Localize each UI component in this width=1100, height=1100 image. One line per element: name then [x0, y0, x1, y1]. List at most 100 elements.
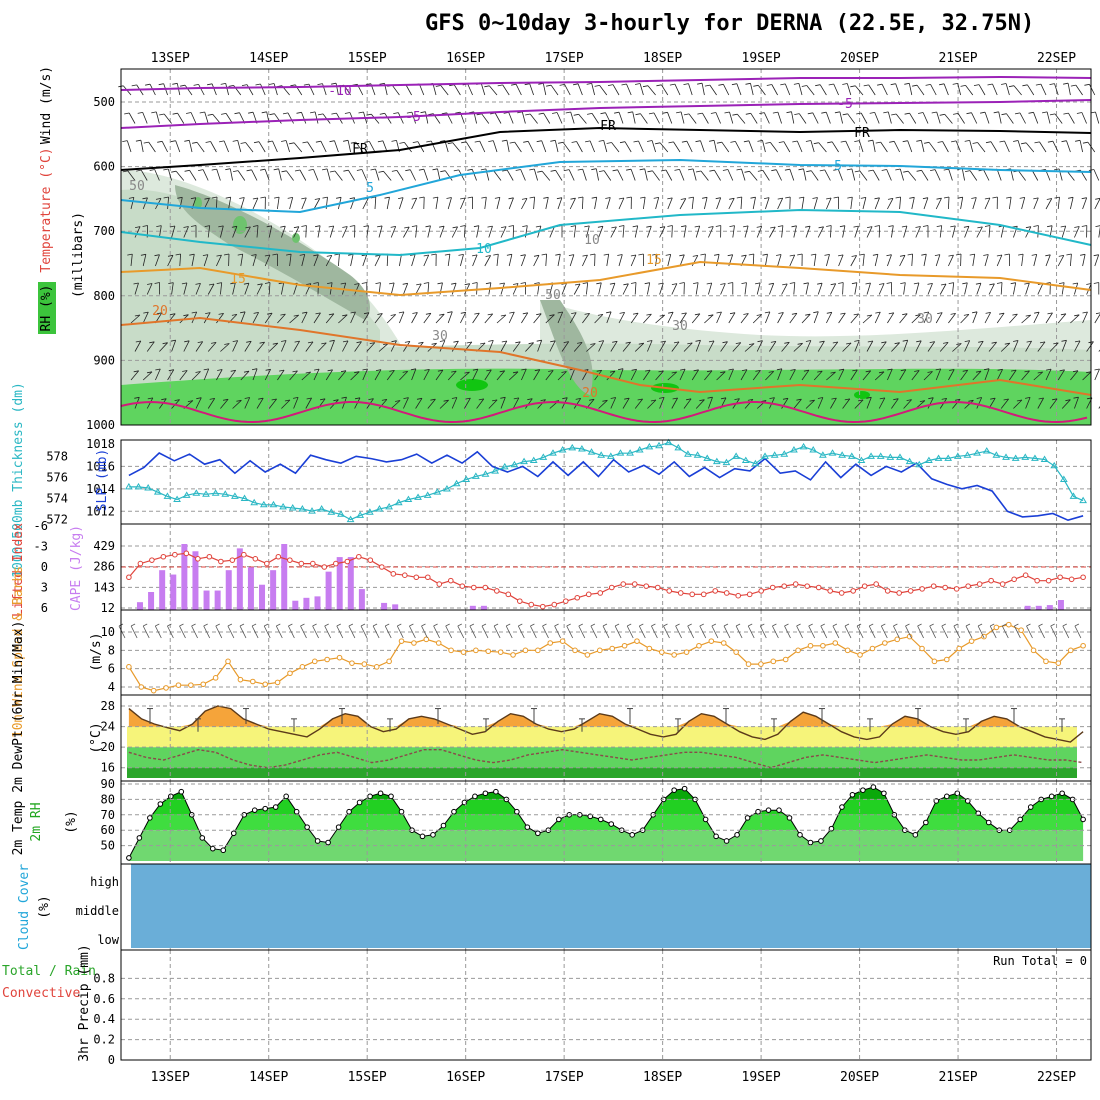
wind-barb-flag — [225, 168, 231, 171]
wind-barb-flag — [550, 169, 556, 172]
wind-barb — [630, 254, 637, 267]
cape-bar — [270, 570, 277, 610]
wind-barb-flag — [314, 368, 320, 371]
wind-barb — [541, 170, 551, 181]
li-marker — [241, 551, 247, 558]
wind-barb — [211, 83, 217, 96]
wind-barb-flag — [642, 85, 649, 88]
wind-barb — [171, 282, 174, 295]
wind-barb — [1054, 113, 1063, 124]
wind-barb-flag — [430, 398, 436, 401]
wind-barb — [437, 168, 441, 181]
wind-barb — [817, 283, 823, 295]
wind-barb-flag — [570, 225, 576, 227]
wind-barb-flag — [806, 170, 812, 173]
rh-marker — [325, 839, 331, 846]
surface-barb — [203, 625, 211, 639]
thickness-axis-label: 1000-500mb Thickness (dm) — [11, 382, 26, 578]
wind-barb — [1004, 140, 1010, 153]
thickness-marker — [443, 485, 451, 492]
wind-barb — [1000, 282, 1003, 295]
wind-barb-flag — [460, 311, 466, 314]
wind-barb — [440, 85, 449, 96]
wind-barb — [435, 313, 445, 324]
surface-barb-flag — [760, 623, 765, 627]
wind-barb-flag — [251, 254, 257, 256]
li-marker — [505, 591, 512, 598]
li-marker — [861, 583, 868, 589]
thickness-marker — [346, 515, 355, 523]
li-marker — [264, 560, 270, 567]
wind-barb — [891, 398, 899, 409]
surface-barb — [638, 625, 646, 639]
thickness-marker — [558, 446, 567, 453]
wind-barb-flag — [960, 85, 966, 87]
wind-barb — [1067, 83, 1071, 96]
rh-marker — [608, 821, 615, 827]
wind-barb — [939, 342, 949, 352]
wind-barb — [366, 342, 376, 352]
wind-barb-flag — [184, 340, 190, 343]
wind-barb-flag — [211, 168, 217, 171]
wind-barb — [789, 369, 796, 381]
wind-barb — [988, 283, 995, 295]
wind-barb — [679, 254, 685, 267]
wind-barb-flag — [342, 226, 348, 228]
wind-barb-flag — [665, 254, 671, 256]
wind-barb — [1061, 282, 1065, 295]
wind-barb-flag — [343, 169, 349, 172]
isotherm-label: -5 — [837, 97, 853, 112]
wind-barb — [819, 84, 827, 96]
wind-barb-flag — [633, 312, 639, 315]
wind-barb-flag — [582, 254, 588, 257]
wind-barb-flag — [987, 83, 993, 86]
wind-barb-flag — [865, 370, 871, 373]
thickness-marker — [973, 449, 981, 456]
surface-barb — [372, 625, 380, 639]
surface-barb-flag — [530, 623, 535, 627]
wind-barb-flag — [147, 283, 153, 285]
rh-marker — [304, 824, 310, 830]
wind-barb — [289, 197, 294, 210]
rh-marker — [671, 787, 677, 793]
wind-barb-flag — [985, 312, 991, 314]
wind-barb-flag — [1049, 113, 1056, 116]
wind-barb — [390, 226, 397, 238]
wind-barb — [866, 397, 872, 409]
rh-marker — [1048, 793, 1055, 800]
wind-barb — [451, 226, 458, 238]
wind-barb — [451, 340, 459, 352]
wind-barb — [659, 226, 666, 238]
isotherm-label: 50 — [545, 288, 561, 303]
wind-barb-flag — [832, 341, 838, 344]
wind-marker — [460, 649, 467, 655]
wind-barb-flag — [181, 282, 187, 285]
wind-barb-flag — [466, 341, 472, 344]
wind-barb — [708, 397, 713, 409]
rh-shading-green — [121, 368, 1091, 425]
li-marker — [781, 583, 788, 589]
wind-barb-flag — [186, 112, 192, 114]
wind-barb — [887, 312, 895, 324]
wind-barb-flag — [922, 225, 929, 227]
wind-marker — [386, 658, 392, 665]
wind-barb-flag — [687, 342, 693, 345]
wind-barb — [272, 140, 278, 153]
wind-barb — [708, 340, 715, 352]
wind-barb — [1068, 112, 1075, 124]
wind-marker — [634, 638, 640, 644]
wind-barb-flag — [914, 370, 920, 372]
wind-barb-flag — [350, 311, 356, 314]
wind-barb-flag — [937, 141, 943, 143]
wind-barb — [793, 343, 803, 352]
wind-barb — [1033, 197, 1039, 210]
wind-barb — [1033, 254, 1038, 267]
wind-barb — [207, 342, 217, 352]
wind-barb — [777, 111, 782, 124]
li-marker — [562, 598, 569, 604]
thickness-marker — [471, 472, 480, 479]
rh-marker — [797, 832, 803, 838]
wind-barb-flag — [778, 312, 784, 314]
surface-barb-flag — [433, 623, 438, 627]
wind-marker — [968, 638, 975, 644]
